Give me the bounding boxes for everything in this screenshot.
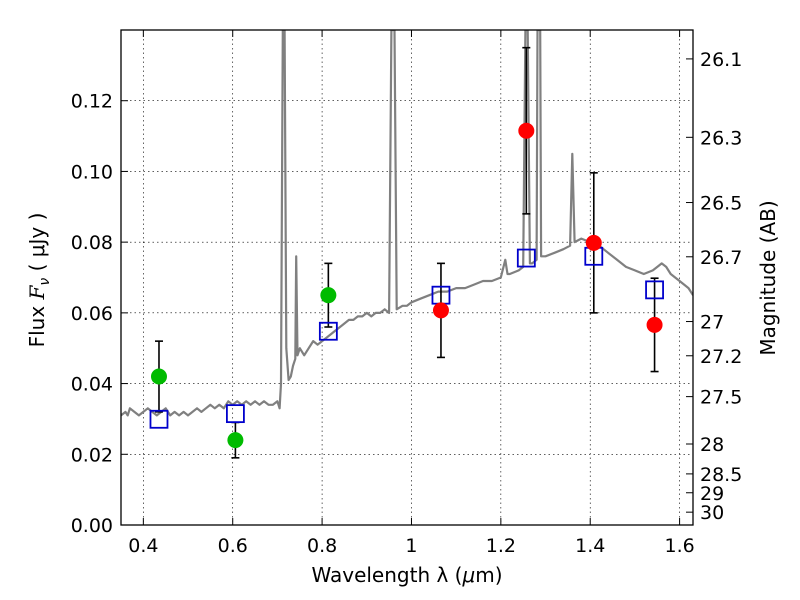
photometry-point xyxy=(585,234,602,251)
plot-background xyxy=(121,30,693,525)
magnitude-tick-label: 27.5 xyxy=(700,387,742,409)
x-axis-label-text: Wavelength λ ( xyxy=(311,563,462,587)
photometry-point xyxy=(432,302,449,319)
magnitude-axis-label: Magnitude (AB) xyxy=(756,200,780,355)
magnitude-tick-label: 30 xyxy=(700,502,724,524)
x-tick-label: 1.4 xyxy=(575,535,605,557)
y-axis: 0.00 0.02 0.04 0.06 0.08 0.10 0.12 xyxy=(71,91,128,537)
spectrum-layer xyxy=(121,30,693,417)
x-axis-label: Wavelength λ (μm) xyxy=(311,563,502,587)
x-tick-label: 0.6 xyxy=(218,535,248,557)
model-flux-square xyxy=(516,248,536,268)
magnitude-tick-label: 26.1 xyxy=(700,49,742,71)
x-tick-label: 0.4 xyxy=(128,535,158,557)
magnitude-tick-label: 29 xyxy=(700,483,724,505)
model-spectrum-line xyxy=(121,30,693,417)
photometry-point xyxy=(518,122,535,139)
y-axis-label: Flux Fν ( μJy ) xyxy=(25,213,53,348)
photometry-point xyxy=(646,316,663,333)
x-tick-label: 1.2 xyxy=(486,535,516,557)
model-flux-square xyxy=(318,321,338,341)
y-tick-label: 0.12 xyxy=(71,91,113,113)
y-tick-label: 0.00 xyxy=(71,515,113,537)
model-flux-square xyxy=(645,280,664,300)
x-axis-label-mu: μ xyxy=(461,563,475,587)
magnitude-tick-label: 27.2 xyxy=(700,346,742,368)
y-axis-label-text: Flux xyxy=(25,299,49,347)
plot-frame xyxy=(120,29,694,526)
y-tick-label: 0.10 xyxy=(71,161,113,183)
magnitude-tick-label: 26.7 xyxy=(700,247,742,269)
y-tick-label: 0.08 xyxy=(71,232,113,254)
y-axis-label-unit: ( μJy ) xyxy=(25,213,49,278)
photometry-point xyxy=(320,287,337,304)
x-axis: 0.4 0.6 0.8 1 1.2 1.4 1.6 xyxy=(128,30,695,557)
model-flux-square xyxy=(149,409,169,429)
y-axis-label-subscript: ν xyxy=(37,278,53,286)
photometry-point xyxy=(150,368,167,385)
magnitude-tick-label: 26.5 xyxy=(700,193,742,215)
x-axis-label-unit: m) xyxy=(475,563,502,587)
x-tick-label: 1.6 xyxy=(664,535,694,557)
marker-layer xyxy=(149,122,664,449)
magnitude-tick-label: 26.3 xyxy=(700,127,742,149)
magnitude-tick-label: 28 xyxy=(700,434,724,456)
magnitude-tick-label: 28.5 xyxy=(700,464,742,486)
model-flux-square xyxy=(225,404,245,424)
y-tick-label: 0.02 xyxy=(71,444,113,466)
x-tick-label: 1 xyxy=(405,535,417,557)
magnitude-tick-label: 27 xyxy=(700,312,724,334)
y-tick-label: 0.04 xyxy=(71,374,113,396)
y-axis-label-symbol: F xyxy=(25,284,49,300)
x-tick-label: 0.8 xyxy=(307,535,337,557)
y-tick-label: 0.06 xyxy=(71,303,113,325)
photometry-point xyxy=(227,432,244,449)
